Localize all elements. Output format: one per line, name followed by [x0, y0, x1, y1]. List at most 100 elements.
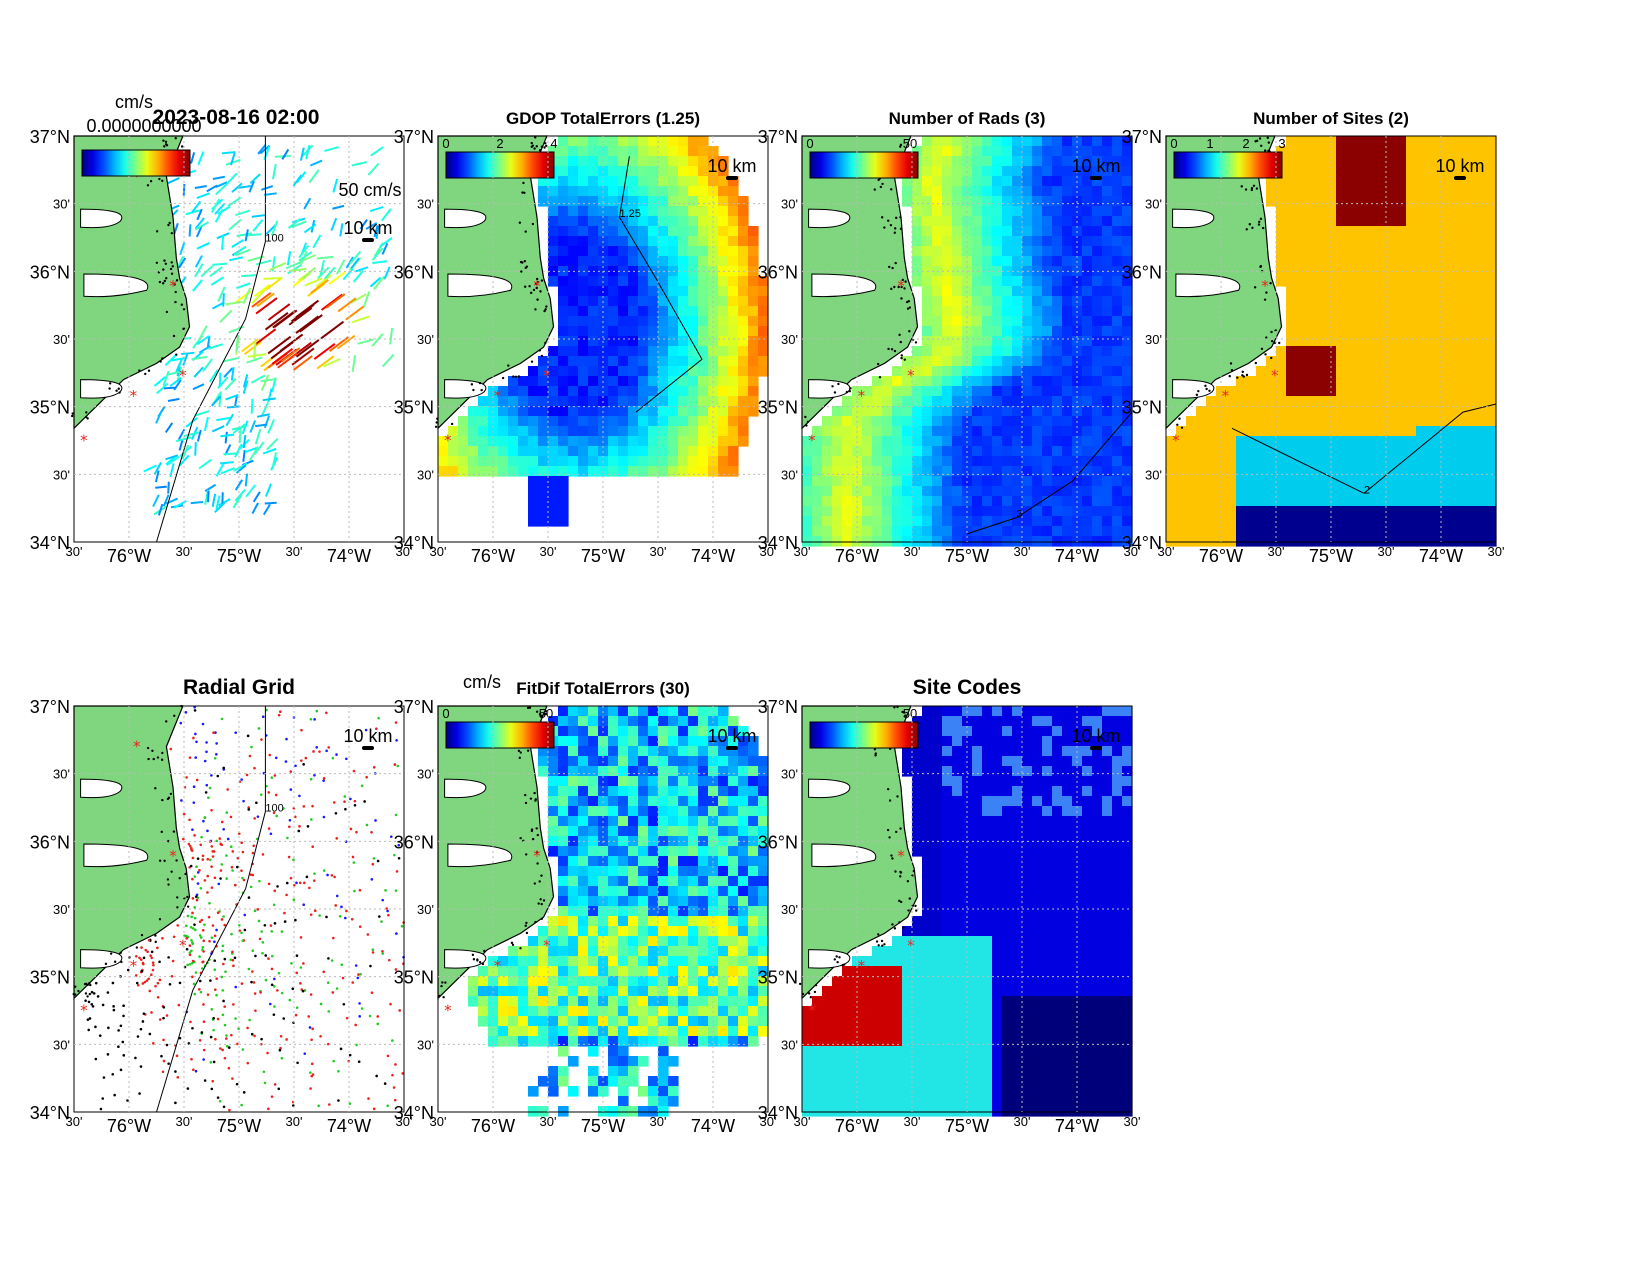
current-vector: [367, 162, 380, 176]
heat-cell: [882, 386, 893, 397]
heat-cell: [872, 496, 883, 507]
radial-grid-point: [168, 982, 172, 986]
island-dot: [135, 946, 139, 949]
heat-cell: [1296, 226, 1307, 237]
heat-cell: [1446, 296, 1457, 307]
heat-cell: [1416, 506, 1427, 517]
heat-cell: [668, 436, 679, 447]
heat-cell: [1256, 466, 1267, 477]
radial-grid-point: [193, 875, 197, 878]
heat-cell: [618, 246, 629, 257]
heat-cell: [1306, 256, 1317, 267]
heat-cell: [892, 486, 903, 497]
heat-cell: [1122, 506, 1133, 517]
current-vector: [208, 343, 224, 350]
heat-cell: [678, 776, 689, 787]
heat-cell: [1376, 436, 1387, 447]
heat-cell: [578, 316, 589, 327]
heat-cell: [658, 786, 669, 797]
heat-cell: [932, 456, 943, 467]
radial-grid-point: [389, 835, 393, 838]
sound-water: [80, 379, 123, 399]
heat-cell: [1226, 396, 1237, 407]
heat-cell: [982, 386, 993, 397]
heat-cell: [478, 466, 489, 477]
heat-cell: [658, 376, 669, 387]
heat-cell: [1042, 346, 1053, 357]
heat-cell: [548, 936, 559, 947]
heat-cell: [1476, 176, 1487, 187]
heat-cell: [1366, 376, 1377, 387]
heat-cell: [1022, 396, 1033, 407]
heat-cell: [842, 456, 853, 467]
heat-cell: [1336, 426, 1347, 437]
heat-cell: [578, 896, 589, 907]
heat-cell: [1276, 486, 1287, 497]
heat-cell: [1486, 406, 1497, 417]
heat-cell: [1406, 366, 1417, 377]
island-dot: [450, 422, 454, 426]
heat-cell: [1246, 466, 1257, 477]
contour-line: [156, 706, 266, 1113]
heat-cell: [1486, 176, 1497, 187]
radial-grid-point: [319, 1002, 323, 1006]
heat-cell: [1122, 416, 1133, 427]
radial-grid-point: [188, 844, 192, 848]
heat-cell: [942, 516, 953, 527]
heat-cell: [758, 326, 769, 337]
heat-cell: [972, 336, 983, 347]
island-dot: [480, 388, 483, 392]
heat-cell: [618, 716, 629, 727]
heat-cell: [668, 936, 679, 947]
heat-cell: [1062, 306, 1073, 317]
radial-grid-point: [304, 756, 308, 760]
radial-grid-point: [112, 1005, 115, 1008]
radial-grid-point: [98, 1034, 102, 1037]
heat-cell: [902, 486, 913, 497]
current-vector: [351, 161, 367, 167]
heat-cell: [618, 786, 629, 797]
heat-cell: [1486, 426, 1497, 437]
heat-cell: [668, 356, 679, 367]
heat-cell: [1092, 466, 1103, 477]
heat-cell: [1286, 316, 1297, 327]
site-marker: *: [169, 277, 177, 295]
current-vector: [244, 473, 249, 487]
heat-cell: [608, 736, 619, 747]
heat-cell: [1386, 236, 1397, 247]
heat-cell: [588, 396, 599, 407]
radial-grid-point: [322, 777, 326, 780]
heat-cell: [568, 746, 579, 757]
heat-cell: [1446, 526, 1457, 537]
heat-cell: [942, 176, 953, 187]
heat-cell: [1306, 316, 1317, 327]
current-vector: [295, 315, 320, 334]
heat-cell: [568, 906, 579, 917]
heat-cell: [842, 496, 853, 507]
radial-grid-point: [273, 1083, 277, 1086]
heat-cell: [748, 396, 759, 407]
heat-cell: [1002, 216, 1013, 227]
current-vector: [381, 242, 389, 255]
heat-cell: [568, 176, 579, 187]
heat-cell: [1042, 426, 1053, 437]
current-vector: [375, 225, 380, 240]
heat-cell: [1336, 466, 1347, 477]
heat-cell: [1052, 476, 1063, 487]
heat-cell: [922, 376, 933, 387]
heat-cell: [1032, 136, 1043, 147]
heat-cell: [1476, 246, 1487, 257]
scale-bar: [726, 176, 738, 180]
heat-cell: [1346, 486, 1357, 497]
heat-cell: [568, 316, 579, 327]
heat-cell: [872, 506, 883, 517]
heat-cell: [1346, 276, 1357, 287]
heat-cell: [558, 166, 569, 177]
heat-cell: [1022, 286, 1033, 297]
heat-cell: [1386, 186, 1397, 197]
heat-cell: [1276, 416, 1287, 427]
island-dot: [888, 265, 891, 269]
sound-water: [1172, 379, 1215, 399]
heat-cell: [568, 846, 579, 857]
heat-cell: [912, 386, 923, 397]
